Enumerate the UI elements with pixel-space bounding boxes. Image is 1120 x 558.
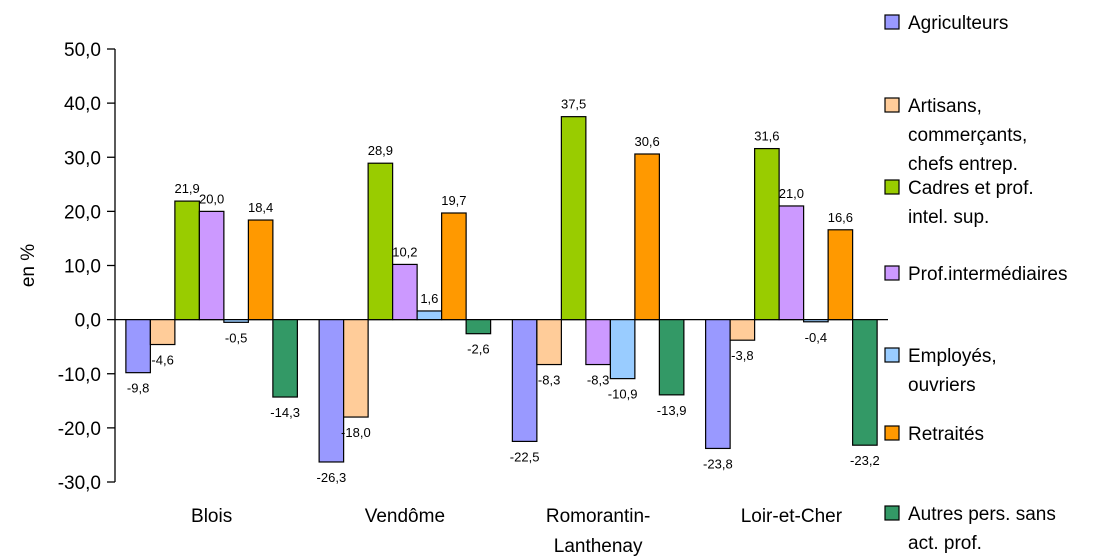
bar (223, 319, 249, 323)
data-label: -2,6 (467, 342, 489, 357)
bar (318, 319, 345, 463)
y-tick-label: 50,0 (64, 40, 101, 61)
bar (416, 310, 443, 321)
bar (174, 200, 200, 321)
y-tick-label: -10,0 (58, 365, 101, 386)
y-tick-label: -30,0 (58, 473, 101, 494)
data-label: -4,6 (151, 353, 173, 368)
y-tick-label: 0,0 (75, 311, 101, 332)
legend-label: Prof.intermédiaires (908, 264, 1067, 285)
data-label: 30,6 (634, 134, 659, 149)
data-label: 1,6 (420, 291, 438, 306)
bar (585, 319, 611, 366)
data-label: 16,6 (828, 210, 853, 225)
bar (247, 219, 274, 321)
data-label: -10,9 (608, 387, 638, 402)
bar (511, 319, 538, 443)
chart-axes: -30,0 -20,0 -10,0 0,0 10,0 20,0 30,0 40,0 50,0 en… (18, 40, 888, 557)
bar (367, 162, 394, 321)
bar (560, 116, 587, 321)
data-label: -8,3 (587, 373, 609, 388)
bar (392, 263, 418, 321)
legend-swatch (884, 179, 900, 195)
data-label: -23,8 (703, 456, 733, 471)
bar (778, 205, 805, 321)
legend-swatch (884, 505, 900, 521)
data-label: -8,3 (538, 373, 560, 388)
legend-label: act. prof. (908, 533, 982, 554)
bar (634, 153, 660, 321)
legend-swatch (884, 265, 900, 281)
x-category-label: Romorantin- (546, 506, 651, 527)
data-label: 31,6 (754, 129, 779, 144)
data-label: -26,3 (317, 470, 347, 485)
data-label: -9,8 (127, 381, 149, 396)
legend-swatch (884, 97, 900, 113)
data-label: -0,4 (805, 330, 827, 345)
bar (827, 229, 854, 321)
bar (754, 147, 780, 321)
bar (198, 210, 225, 321)
bar (658, 319, 685, 396)
legend-label: Cadres et prof. (908, 178, 1034, 199)
x-category-label: Loir-et-Cher (741, 506, 843, 527)
y-tick-label: 20,0 (64, 202, 101, 223)
data-label: -22,5 (510, 449, 540, 464)
y-tick-label: 10,0 (64, 257, 101, 278)
data-label: 28,9 (368, 143, 393, 158)
data-label: 37,5 (561, 97, 586, 112)
bar (125, 319, 151, 374)
legend-label: ouvriers (908, 375, 976, 396)
bar (272, 319, 298, 398)
data-label: -14,3 (270, 405, 300, 420)
x-category-label: Lanthenay (554, 536, 643, 557)
legend-label: commerçants, (908, 125, 1027, 146)
legend-label: Autres pers. sans (908, 504, 1056, 525)
x-category-label: Vendôme (365, 506, 445, 527)
bar (149, 319, 176, 346)
legend-label: Retraités (908, 424, 984, 445)
bar (536, 319, 562, 366)
legend-label: chefs entrep. (908, 154, 1018, 175)
data-label: 20,0 (199, 191, 224, 206)
data-label: 21,0 (779, 186, 804, 201)
data-label: 19,7 (441, 193, 466, 208)
legend-swatch (884, 425, 900, 441)
data-label: -23,2 (850, 453, 880, 468)
bar (803, 319, 829, 323)
y-tick-label: 30,0 (64, 148, 101, 169)
bar (609, 319, 636, 380)
legend-swatch (884, 347, 900, 363)
y-tick-label: -20,0 (58, 419, 101, 440)
bar (729, 319, 756, 341)
data-label: -13,9 (657, 403, 687, 418)
y-tick-label: 40,0 (64, 94, 101, 115)
bar (343, 319, 369, 418)
chart-legend: Agriculteurs Artisans, commerçants, chefs e… (884, 13, 1067, 554)
data-label: -3,8 (731, 348, 753, 363)
bar (441, 212, 467, 321)
legend-label: Agriculteurs (908, 13, 1008, 34)
data-label: 21,9 (174, 181, 199, 196)
data-label: -18,0 (341, 425, 371, 440)
bar (852, 319, 878, 446)
data-label: 10,2 (392, 244, 417, 259)
chart-data-labels: -9,8 -26,3 -22,5 -23,8 -4,6 -18,0 -8,3 -3,8 21,9… (127, 97, 880, 485)
chart-bars (125, 116, 878, 463)
legend-swatch (884, 14, 900, 30)
data-label: -0,5 (225, 330, 247, 345)
legend-label: Artisans, (908, 96, 982, 117)
x-category-label: Blois (191, 506, 232, 527)
data-label: 18,4 (248, 200, 273, 215)
bar (465, 319, 492, 335)
legend-label: Employés, (908, 346, 997, 367)
bar (705, 319, 731, 450)
y-axis-title: en % (18, 244, 39, 287)
legend-label: intel. sup. (908, 207, 989, 228)
